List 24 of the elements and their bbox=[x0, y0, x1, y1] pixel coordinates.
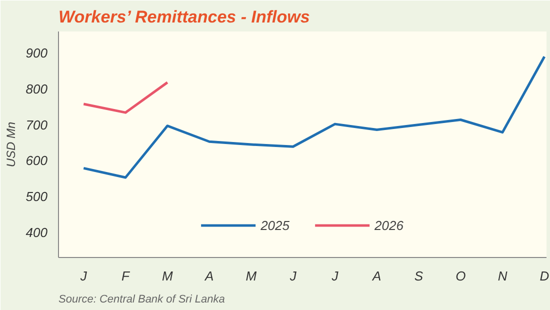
x-tick-label: N bbox=[498, 268, 508, 284]
x-tick-label: A bbox=[204, 268, 214, 284]
y-tick-label: 700 bbox=[26, 117, 48, 132]
legend-label: 2026 bbox=[374, 218, 404, 232]
chart-title: Workers’ Remittances - Inflows bbox=[58, 8, 310, 26]
x-tick-label: A bbox=[372, 268, 382, 284]
x-tick-label: F bbox=[122, 268, 131, 284]
x-tick-label: S bbox=[414, 268, 424, 284]
y-tick-label: 600 bbox=[26, 153, 48, 168]
x-tick-label: M bbox=[246, 268, 257, 284]
y-tick-label: 800 bbox=[26, 81, 48, 96]
y-axis-title: USD Mn bbox=[4, 122, 18, 168]
x-tick-label: M bbox=[162, 268, 173, 284]
x-tick-label: O bbox=[456, 268, 466, 284]
y-tick-label: 500 bbox=[26, 189, 48, 204]
source-note: Source: Central Bank of Sri Lanka bbox=[58, 294, 225, 306]
y-tick-label: 900 bbox=[26, 46, 48, 61]
x-tick-label: D bbox=[540, 268, 550, 284]
line-series bbox=[82, 55, 546, 179]
x-tick-label: J bbox=[288, 268, 297, 284]
x-tick-label: J bbox=[330, 268, 339, 284]
x-tick-label: J bbox=[79, 268, 88, 284]
y-tick-label: 400 bbox=[26, 224, 48, 240]
legend-label: 2025 bbox=[260, 218, 290, 232]
